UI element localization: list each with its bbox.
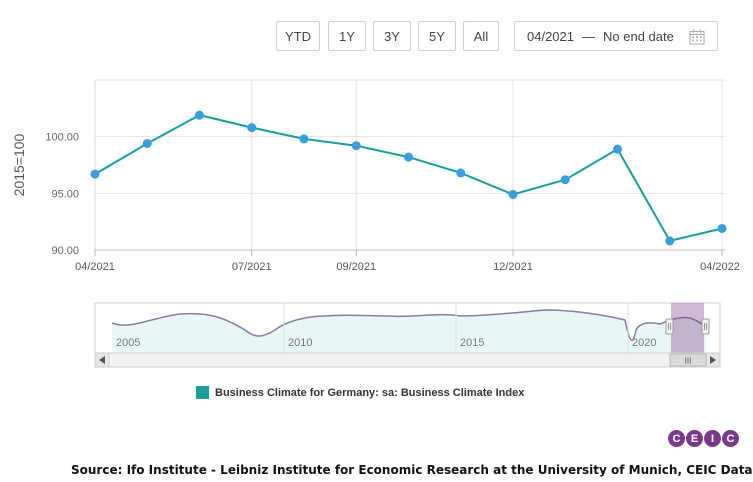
scrollbar-track[interactable] bbox=[94, 352, 721, 368]
y-axis-label: 2015=100 bbox=[11, 133, 27, 196]
navigator-year-label: 2010 bbox=[288, 337, 312, 349]
x-tick-label: 12/2021 bbox=[493, 261, 533, 273]
scrollbar-thumb[interactable] bbox=[669, 353, 707, 367]
data-point[interactable] bbox=[508, 189, 518, 199]
navigator-line bbox=[111, 309, 707, 341]
data-point[interactable] bbox=[613, 144, 622, 154]
3y-button[interactable]: 3Y bbox=[373, 21, 411, 51]
data-point[interactable] bbox=[351, 141, 361, 151]
all-button[interactable]: All bbox=[463, 21, 499, 51]
legend[interactable]: Business Climate for Germany: sa: Busine… bbox=[196, 386, 524, 399]
logo-letter: C bbox=[668, 430, 685, 447]
date-to: No end date bbox=[603, 28, 674, 44]
navigator-year-label: 2015 bbox=[460, 337, 484, 349]
data-point[interactable] bbox=[456, 168, 466, 178]
legend-label: Business Climate for Germany: sa: Busine… bbox=[215, 386, 525, 399]
ytd-button[interactable]: YTD bbox=[276, 21, 320, 51]
1y-button[interactable]: 1Y bbox=[328, 21, 366, 51]
date-range-picker[interactable]: 04/2021 — No end date bbox=[514, 21, 718, 51]
navigator-left-handle[interactable] bbox=[665, 318, 674, 335]
main-chart: 2015=100 90.00 95.00 100.00 04/2021 07/2021… bbox=[11, 79, 740, 273]
y-tick-label: 90.00 bbox=[51, 245, 79, 257]
logo-letter: I bbox=[704, 430, 721, 447]
x-tick-label: 09/2021 bbox=[336, 261, 376, 273]
x-tick-label: 04/2022 bbox=[700, 261, 740, 273]
navigator[interactable]: 2005 2010 2015 2020 III bbox=[0, 0, 753, 380]
data-point[interactable] bbox=[299, 134, 309, 144]
5y-button[interactable]: 5Y bbox=[418, 21, 456, 51]
y-tick-label: 100.00 bbox=[45, 132, 79, 144]
data-point[interactable] bbox=[404, 152, 413, 162]
source-note: Source: Ifo Institute - Leibniz Institut… bbox=[71, 463, 753, 477]
legend-swatch bbox=[196, 386, 209, 399]
arrow-right-icon bbox=[710, 356, 716, 364]
navigator-area bbox=[112, 310, 706, 353]
date-separator: — bbox=[582, 28, 595, 44]
navigator-right-handle[interactable] bbox=[701, 318, 710, 335]
data-point[interactable] bbox=[717, 223, 727, 233]
y-tick-label: 95.00 bbox=[51, 188, 79, 200]
data-point[interactable] bbox=[90, 169, 100, 179]
navigator-year-label: 2005 bbox=[116, 337, 140, 349]
navigator-selection[interactable] bbox=[671, 303, 704, 353]
data-point[interactable] bbox=[195, 110, 204, 120]
data-point[interactable] bbox=[560, 175, 570, 185]
calendar-icon[interactable] bbox=[689, 29, 705, 45]
x-tick-label: 04/2021 bbox=[75, 261, 115, 273]
data-point[interactable] bbox=[247, 123, 257, 133]
ceic-logo: C E I C bbox=[668, 430, 740, 447]
date-from: 04/2021 bbox=[527, 28, 574, 44]
data-point[interactable] bbox=[142, 138, 152, 148]
scroll-grip: III bbox=[685, 357, 692, 366]
arrow-left-icon bbox=[99, 356, 105, 364]
logo-letter: E bbox=[686, 430, 703, 447]
data-point[interactable] bbox=[665, 236, 675, 246]
x-tick-label: 07/2021 bbox=[232, 261, 272, 273]
logo-letter: C bbox=[722, 430, 739, 447]
navigator-year-label: 2020 bbox=[632, 337, 656, 349]
